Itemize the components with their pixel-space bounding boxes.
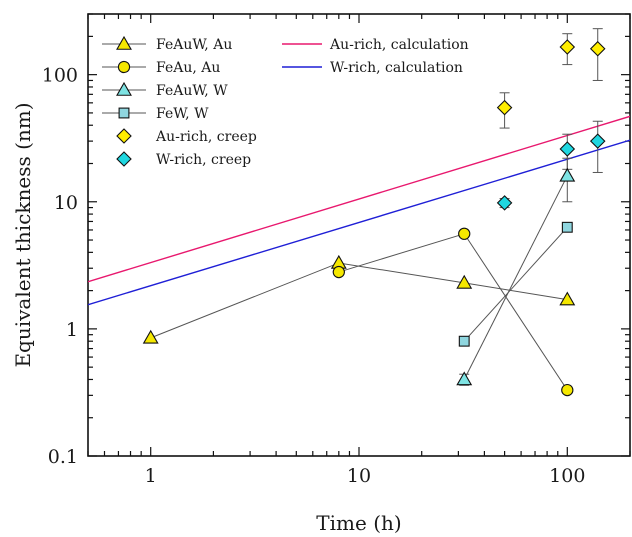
legend-label: FeAuW, W [156,83,228,99]
legend-label: W-rich, creep [156,152,251,168]
series-connector [338,233,568,391]
data-point [332,265,345,279]
data-point [142,329,159,344]
legend-label: FeAu, Au [156,60,220,76]
data-point [559,141,576,157]
data-point [559,291,576,306]
y-axis-title: Equivalent thickness (nm) [11,102,35,367]
y-tick-label: 100 [42,65,78,87]
legend-label: Au-rich, calculation [329,37,469,53]
legend-label: FeW, W [156,106,209,122]
data-point [496,99,513,116]
legend-label: Au-rich, creep [155,129,257,145]
data-point [589,40,606,57]
x-axis-title: Time (h) [316,511,401,535]
x-tick-label: 100 [549,465,585,487]
data-point [496,195,513,211]
data-point [561,383,574,397]
legend-label: FeAuW, Au [156,37,232,53]
data-point [456,371,473,386]
series-line-w-rich-calculation [88,139,630,306]
y-tick-label: 0.1 [48,446,78,468]
legend: FeAuW, Au FeAu, Au FeAuW, W FeW, W Au-rich, … [102,35,469,168]
legend-marker [116,81,132,96]
series-line-au-rich-calculation [88,115,630,283]
x-tick-label: 1 [145,465,157,487]
legend-label: W-rich, calculation [330,60,463,76]
data-point [561,221,573,233]
legend-marker [118,107,130,119]
legend-marker [117,60,131,74]
series-connector [150,262,568,339]
data-point [589,133,606,149]
data-point [559,39,576,55]
series-connector [463,175,568,380]
legend-marker [116,128,132,144]
y-tick-label: 1 [66,319,78,341]
x-tick-label: 10 [347,465,371,487]
y-tick-label: 10 [54,192,78,214]
data-point [458,227,471,240]
data-point [559,167,576,182]
data-point [456,274,473,289]
series-connector [463,226,568,342]
plot-area [88,28,630,397]
legend-marker [116,151,132,167]
legend-marker [116,35,132,50]
plot-frame [87,13,631,457]
data-point [458,335,470,347]
